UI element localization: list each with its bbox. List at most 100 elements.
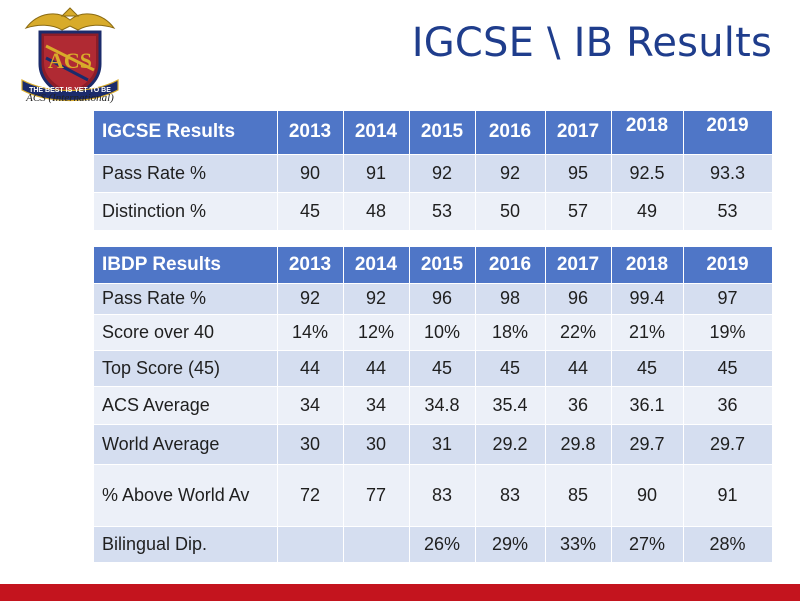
table-cell — [277, 526, 344, 563]
igcse-header-row: IGCSE Results 2013 2014 2015 2016 2017 2… — [94, 111, 773, 155]
table-row: Score over 40 14% 12% 10% 18% 22% 21% 19… — [94, 314, 773, 351]
table-cell: 57 — [545, 192, 612, 231]
table-cell: 29.2 — [475, 424, 546, 465]
table-cell: 10% — [409, 314, 476, 351]
ibdp-year-2019: 2019 — [683, 247, 773, 284]
row-label: Top Score (45) — [94, 350, 278, 387]
crest-monogram: ACS — [48, 48, 92, 73]
table-cell: 95 — [545, 154, 612, 193]
table-cell: 14% — [277, 314, 344, 351]
table-cell: 45 — [277, 192, 344, 231]
slide-title: IGCSE \ IB Results — [411, 20, 772, 66]
row-label: Score over 40 — [94, 314, 278, 351]
table-cell: 97 — [683, 283, 773, 315]
row-label: % Above World Av — [94, 464, 278, 527]
table-cell: 48 — [343, 192, 410, 231]
table-cell: 29% — [475, 526, 546, 563]
table-cell: 34 — [277, 386, 344, 425]
table-cell: 49 — [611, 192, 684, 231]
table-cell: 93.3 — [683, 154, 773, 193]
table-cell: 92 — [343, 283, 410, 315]
row-label: World Average — [94, 424, 278, 465]
table-cell: 96 — [545, 283, 612, 315]
table-cell: 29.7 — [683, 424, 773, 465]
table-cell: 77 — [343, 464, 410, 527]
table-cell: 72 — [277, 464, 344, 527]
igcse-results-table: IGCSE Results 2013 2014 2015 2016 2017 2… — [94, 111, 773, 231]
table-cell: 90 — [611, 464, 684, 527]
ibdp-year-2013: 2013 — [277, 247, 344, 284]
table-cell: 92 — [409, 154, 476, 193]
table-row: Top Score (45) 44 44 45 45 44 45 45 — [94, 350, 773, 387]
table-cell: 92 — [475, 154, 546, 193]
table-row: Pass Rate % 90 91 92 92 95 92.5 93.3 — [94, 154, 773, 193]
ibdp-year-2015: 2015 — [409, 247, 476, 284]
table-cell: 90 — [277, 154, 344, 193]
table-cell: 53 — [683, 192, 773, 231]
table-cell: 96 — [409, 283, 476, 315]
table-cell: 44 — [277, 350, 344, 387]
table-cell: 45 — [409, 350, 476, 387]
table-cell: 21% — [611, 314, 684, 351]
table-cell: 36.1 — [611, 386, 684, 425]
table-cell: 29.8 — [545, 424, 612, 465]
table-cell: 28% — [683, 526, 773, 563]
footer-accent-bar — [0, 584, 800, 601]
table-cell: 83 — [475, 464, 546, 527]
crest-motto: THE BEST IS YET TO BE — [29, 87, 111, 94]
table-cell: 92 — [277, 283, 344, 315]
table-cell: 44 — [545, 350, 612, 387]
row-label: Pass Rate % — [94, 154, 278, 193]
table-cell: 44 — [343, 350, 410, 387]
table-cell: 50 — [475, 192, 546, 231]
table-cell: 27% — [611, 526, 684, 563]
table-cell: 91 — [343, 154, 410, 193]
table-cell: 91 — [683, 464, 773, 527]
row-label: Pass Rate % — [94, 283, 278, 315]
table-cell: 45 — [475, 350, 546, 387]
ibdp-header-row: IBDP Results 2013 2014 2015 2016 2017 20… — [94, 247, 773, 284]
table-row: Distinction % 45 48 53 50 57 49 53 — [94, 192, 773, 231]
table-cell: 99.4 — [611, 283, 684, 315]
igcse-year-2017: 2017 — [545, 111, 612, 155]
table-cell: 83 — [409, 464, 476, 527]
table-cell: 35.4 — [475, 386, 546, 425]
table-cell: 30 — [277, 424, 344, 465]
table-cell: 45 — [683, 350, 773, 387]
table-cell: 36 — [683, 386, 773, 425]
table-cell — [343, 526, 410, 563]
table-cell: 98 — [475, 283, 546, 315]
table-cell: 33% — [545, 526, 612, 563]
igcse-header-label: IGCSE Results — [94, 111, 278, 155]
table-cell: 92.5 — [611, 154, 684, 193]
table-cell: 31 — [409, 424, 476, 465]
table-row: Bilingual Dip. 26% 29% 33% 27% 28% — [94, 526, 773, 563]
table-cell: 26% — [409, 526, 476, 563]
table-cell: 36 — [545, 386, 612, 425]
row-label: Distinction % — [94, 192, 278, 231]
table-row: % Above World Av 72 77 83 83 85 90 91 — [94, 464, 773, 527]
igcse-year-2015: 2015 — [409, 111, 476, 155]
row-label: ACS Average — [94, 386, 278, 425]
crest-caption: ACS (International) — [26, 92, 114, 104]
table-row: Pass Rate % 92 92 96 98 96 99.4 97 — [94, 283, 773, 315]
table-cell: 34 — [343, 386, 410, 425]
table-cell: 45 — [611, 350, 684, 387]
table-cell: 85 — [545, 464, 612, 527]
igcse-year-2013: 2013 — [277, 111, 344, 155]
table-cell: 34.8 — [409, 386, 476, 425]
igcse-year-2016: 2016 — [475, 111, 546, 155]
table-cell: 12% — [343, 314, 410, 351]
table-cell: 30 — [343, 424, 410, 465]
ibdp-year-2016: 2016 — [475, 247, 546, 284]
ibdp-header-label: IBDP Results — [94, 247, 278, 284]
table-cell: 29.7 — [611, 424, 684, 465]
row-label: Bilingual Dip. — [94, 526, 278, 563]
table-row: World Average 30 30 31 29.2 29.8 29.7 29… — [94, 424, 773, 465]
school-crest-icon: ACS THE BEST IS YET TO BE — [21, 7, 119, 102]
table-cell: 22% — [545, 314, 612, 351]
table-row: ACS Average 34 34 34.8 35.4 36 36.1 36 — [94, 386, 773, 425]
ibdp-year-2018: 2018 — [611, 247, 684, 284]
igcse-year-2019: 2019 — [706, 115, 749, 137]
table-cell: 19% — [683, 314, 773, 351]
